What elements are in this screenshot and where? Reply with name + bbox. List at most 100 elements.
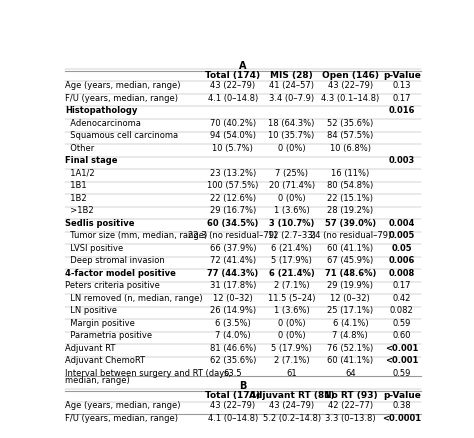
Text: No RT (93): No RT (93) (324, 390, 377, 399)
Text: Squamous cell carcinoma: Squamous cell carcinoma (65, 131, 178, 140)
Text: Adjuvant RT: Adjuvant RT (65, 343, 115, 352)
Text: 71 (48.6%): 71 (48.6%) (325, 268, 376, 277)
Text: 16 (11%): 16 (11%) (331, 168, 370, 177)
Text: <0.001: <0.001 (385, 343, 419, 352)
Text: 0.59: 0.59 (392, 318, 411, 327)
Text: Interval between surgery and RT (days,: Interval between surgery and RT (days, (65, 368, 231, 377)
Text: 12 (0–32): 12 (0–32) (213, 293, 253, 302)
Text: 10 (6.8%): 10 (6.8%) (330, 143, 371, 152)
Text: Adenocarcinoma: Adenocarcinoma (65, 118, 141, 127)
Text: 0 (0%): 0 (0%) (278, 193, 305, 202)
Text: 11.5 (5–24): 11.5 (5–24) (268, 293, 315, 302)
Text: 41 (24–57): 41 (24–57) (269, 81, 314, 90)
Text: 64: 64 (345, 368, 356, 377)
Text: 3.4 (0–7.9): 3.4 (0–7.9) (269, 94, 314, 102)
Text: 0.05: 0.05 (392, 243, 412, 252)
Text: 1A1/2: 1A1/2 (65, 168, 94, 177)
Text: 0.17: 0.17 (392, 94, 411, 102)
Text: 42 (22–77): 42 (22–77) (328, 401, 373, 410)
Text: 20 (71.4%): 20 (71.4%) (269, 181, 315, 190)
Text: B: B (239, 381, 246, 391)
Text: p-Value: p-Value (383, 390, 421, 399)
Text: 66 (37.9%): 66 (37.9%) (210, 243, 256, 252)
Text: 18 (64.3%): 18 (64.3%) (268, 118, 315, 127)
Text: 62 (35.6%): 62 (35.6%) (210, 356, 256, 364)
Text: 100 (57.5%): 100 (57.5%) (207, 181, 258, 190)
Text: 12 (0–32): 12 (0–32) (330, 293, 370, 302)
Text: 4.1 (0–14.8): 4.1 (0–14.8) (208, 413, 258, 422)
Text: 0.60: 0.60 (392, 331, 411, 339)
Text: 0.42: 0.42 (392, 293, 411, 302)
Text: 76 (52.1%): 76 (52.1%) (327, 343, 374, 352)
Text: 7 (4.8%): 7 (4.8%) (332, 331, 368, 339)
Text: 6 (4.1%): 6 (4.1%) (333, 318, 368, 327)
Text: 94 (54.0%): 94 (54.0%) (210, 131, 256, 140)
Text: 0.59: 0.59 (392, 368, 411, 377)
Text: F/U (years, median, range): F/U (years, median, range) (65, 94, 178, 102)
Text: 60 (41.1%): 60 (41.1%) (328, 356, 374, 364)
Text: <0.0001: <0.0001 (382, 413, 421, 422)
Text: 28 (19.2%): 28 (19.2%) (328, 206, 374, 215)
Text: Age (years, median, range): Age (years, median, range) (65, 81, 180, 90)
Text: 57 (39.0%): 57 (39.0%) (325, 218, 376, 227)
Text: 5 (17.9%): 5 (17.9%) (271, 256, 312, 265)
Text: 7 (25%): 7 (25%) (275, 168, 308, 177)
Text: Final stage: Final stage (65, 156, 117, 165)
Text: 1B1: 1B1 (65, 181, 86, 190)
Text: 29 (16.7%): 29 (16.7%) (210, 206, 256, 215)
Text: LN removed (n, median, range): LN removed (n, median, range) (65, 293, 202, 302)
Text: Age (years, median, range): Age (years, median, range) (65, 401, 180, 410)
Text: Peters criteria positive: Peters criteria positive (65, 281, 160, 290)
Text: 1 (3.6%): 1 (3.6%) (273, 206, 310, 215)
Text: 61: 61 (286, 368, 297, 377)
Text: MIS (28): MIS (28) (270, 71, 313, 79)
Text: 0.13: 0.13 (392, 81, 411, 90)
Text: 0 (0%): 0 (0%) (278, 331, 305, 339)
Text: 0.082: 0.082 (390, 306, 414, 314)
Text: 70 (40.2%): 70 (40.2%) (210, 118, 256, 127)
Text: 2 (7.1%): 2 (7.1%) (274, 281, 310, 290)
Text: Adjuvant ChemoRT: Adjuvant ChemoRT (65, 356, 145, 364)
Text: p-Value: p-Value (383, 71, 421, 79)
Text: 10 (5.7%): 10 (5.7%) (212, 143, 253, 152)
Text: 43 (24–79): 43 (24–79) (269, 401, 314, 410)
Text: Total (174): Total (174) (205, 390, 260, 399)
Text: 1B2: 1B2 (65, 193, 86, 202)
Text: Deep stromal invasion: Deep stromal invasion (65, 256, 164, 265)
Text: LVSI positive: LVSI positive (65, 243, 123, 252)
Text: Sedlis positive: Sedlis positive (65, 218, 134, 227)
Text: Adjuvant RT (81): Adjuvant RT (81) (249, 390, 335, 399)
Text: 6 (21.4%): 6 (21.4%) (271, 243, 312, 252)
Text: 0.006: 0.006 (389, 256, 415, 265)
Text: >1B2: >1B2 (65, 206, 93, 215)
Text: 0.004: 0.004 (389, 218, 415, 227)
Text: 4.1 (0–14.8): 4.1 (0–14.8) (208, 94, 258, 102)
Text: 22 (15.1%): 22 (15.1%) (328, 193, 374, 202)
Text: 77 (44.3%): 77 (44.3%) (207, 268, 258, 277)
Text: Histopathology: Histopathology (65, 106, 137, 115)
Text: LN positive: LN positive (65, 306, 117, 314)
Text: 3 (10.7%): 3 (10.7%) (269, 218, 314, 227)
Text: 0.016: 0.016 (389, 106, 415, 115)
Text: 0.17: 0.17 (392, 281, 411, 290)
Text: Open (146): Open (146) (322, 71, 379, 79)
Text: 10 (35.7%): 10 (35.7%) (268, 131, 315, 140)
Text: 43 (22–79): 43 (22–79) (210, 401, 255, 410)
Text: 4-factor model positive: 4-factor model positive (65, 268, 176, 277)
Text: 22.3 (no residual–79): 22.3 (no residual–79) (188, 231, 277, 240)
Text: 0.005: 0.005 (389, 231, 415, 240)
Text: 0.38: 0.38 (392, 401, 411, 410)
Text: 26 (14.9%): 26 (14.9%) (210, 306, 256, 314)
Text: 1 (3.6%): 1 (3.6%) (273, 306, 310, 314)
Text: 0.008: 0.008 (389, 268, 415, 277)
Text: 24 (no residual–79): 24 (no residual–79) (310, 231, 391, 240)
Text: 5 (17.9%): 5 (17.9%) (271, 343, 312, 352)
Text: 4.3 (0.1–14.8): 4.3 (0.1–14.8) (321, 94, 380, 102)
Text: 43 (22–79): 43 (22–79) (328, 81, 373, 90)
Text: 23 (13.2%): 23 (13.2%) (210, 168, 256, 177)
Text: Tumor size (mm, median, range): Tumor size (mm, median, range) (65, 231, 207, 240)
Text: 60 (34.5%): 60 (34.5%) (207, 218, 258, 227)
Text: 67 (45.9%): 67 (45.9%) (327, 256, 374, 265)
Text: 7 (4.0%): 7 (4.0%) (215, 331, 251, 339)
Text: F/U (years, median, range): F/U (years, median, range) (65, 413, 178, 422)
